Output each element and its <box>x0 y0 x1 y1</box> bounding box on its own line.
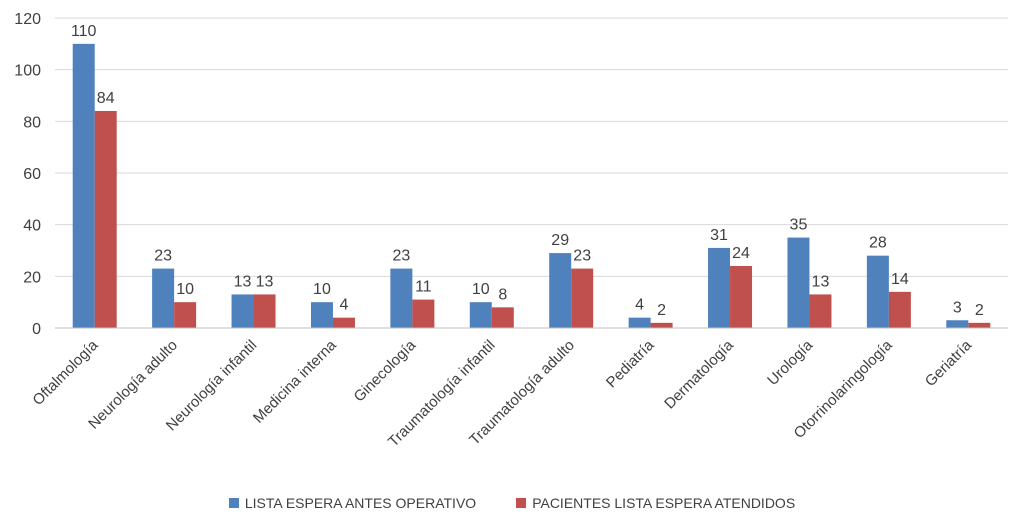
bar-series-1 <box>549 253 572 328</box>
data-label-series-1: 31 <box>710 227 728 244</box>
x-tick-label: Urología <box>764 336 817 389</box>
legend-item-series-2: PACIENTES LISTA ESPERA ATENDIDOS <box>516 495 795 511</box>
x-tick-label: Geriatría <box>922 336 976 390</box>
bar-series-1 <box>310 302 333 328</box>
legend-swatch-series-2 <box>516 498 527 508</box>
bar-series-2 <box>491 307 514 328</box>
bar-series-1 <box>787 237 810 328</box>
data-label-series-2: 4 <box>340 297 349 314</box>
data-label-series-2: 14 <box>891 271 909 288</box>
data-label-series-1: 29 <box>551 232 569 249</box>
data-label-series-2: 10 <box>176 281 194 298</box>
data-label-series-2: 24 <box>732 245 750 262</box>
legend-swatch-series-1 <box>228 498 239 508</box>
bar-chart: 02040608010012011084Oftalmología2310Neur… <box>14 11 1008 450</box>
bar-series-1 <box>469 302 492 328</box>
data-label-series-1: 28 <box>869 235 887 252</box>
bar-series-2 <box>730 266 753 328</box>
bar-series-2 <box>650 322 673 328</box>
data-label-series-1: 10 <box>313 281 331 298</box>
legend-label-series-2: PACIENTES LISTA ESPERA ATENDIDOS <box>532 495 796 511</box>
data-label-series-1: 3 <box>953 299 962 316</box>
y-tick-label: 80 <box>23 114 41 131</box>
legend-item-series-1: LISTA ESPERA ANTES OPERATIVO <box>228 495 477 511</box>
data-label-series-2: 13 <box>812 273 830 290</box>
data-label-series-1: 23 <box>392 248 410 265</box>
y-tick-label: 20 <box>23 269 41 286</box>
x-tick-label: Oftalmología <box>29 336 102 409</box>
data-label-series-2: 8 <box>498 286 507 303</box>
bar-series-2 <box>968 322 991 328</box>
bar-series-2 <box>571 268 594 328</box>
bar-series-1 <box>708 247 731 328</box>
data-label-series-1: 35 <box>790 217 808 234</box>
y-tick-label: 60 <box>23 166 41 183</box>
data-label-series-1: 4 <box>635 297 644 314</box>
legend-label-series-1: LISTA ESPERA ANTES OPERATIVO <box>244 495 477 511</box>
data-label-series-1: 23 <box>154 248 172 265</box>
bar-series-1 <box>390 268 413 328</box>
bar-series-2 <box>94 111 117 328</box>
bar-series-1 <box>231 294 254 328</box>
data-label-series-2: 23 <box>573 248 591 265</box>
x-tick-label: Pediatría <box>603 336 658 391</box>
data-label-series-1: 10 <box>472 281 490 298</box>
x-tick-label: Medicina interna <box>250 336 340 426</box>
data-label-series-2: 11 <box>415 279 432 296</box>
bar-series-2 <box>809 294 832 328</box>
x-tick-label: Dermatología <box>661 336 737 412</box>
y-tick-label: 40 <box>23 218 41 235</box>
bar-series-1 <box>946 320 969 328</box>
bar-series-1 <box>628 317 651 328</box>
bar-series-2 <box>253 294 276 328</box>
bar-series-1 <box>72 43 95 328</box>
y-tick-label: 100 <box>14 63 41 80</box>
x-tick-label: Ginecología <box>351 336 420 405</box>
data-label-series-2: 84 <box>97 90 115 107</box>
bar-series-2 <box>412 299 435 328</box>
data-label-series-2: 2 <box>657 302 666 319</box>
y-tick-label: 120 <box>14 11 41 28</box>
data-label-series-2: 2 <box>975 302 984 319</box>
bar-series-1 <box>152 268 175 328</box>
legend: LISTA ESPERA ANTES OPERATIVO PACIENTES L… <box>0 495 1024 511</box>
bar-series-2 <box>332 317 355 328</box>
data-label-series-1: 110 <box>71 23 97 40</box>
bar-series-1 <box>866 255 889 328</box>
data-label-series-2: 13 <box>256 273 274 290</box>
bar-series-2 <box>888 291 911 328</box>
data-label-series-1: 13 <box>234 273 252 290</box>
y-tick-label: 0 <box>32 321 41 338</box>
bar-series-2 <box>174 302 197 328</box>
